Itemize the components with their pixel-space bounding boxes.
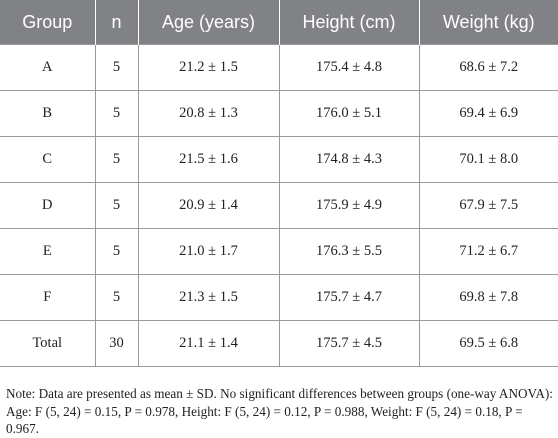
table-row: D 5 20.9 ± 1.4 175.9 ± 4.9 67.9 ± 7.5 — [0, 182, 558, 229]
cell-age: 21.1 ± 1.4 — [137, 320, 280, 367]
cell-age: 20.8 ± 1.3 — [137, 90, 280, 137]
cell-group: A — [0, 44, 96, 91]
cell-age: 21.0 ± 1.7 — [137, 228, 280, 275]
cell-group: Total — [0, 320, 96, 367]
cell-n: 5 — [94, 182, 139, 229]
cell-weight: 70.1 ± 8.0 — [418, 136, 558, 183]
cell-group: E — [0, 228, 96, 275]
cell-age: 21.3 ± 1.5 — [137, 274, 280, 321]
cell-height: 176.0 ± 5.1 — [278, 90, 420, 137]
cell-age: 21.2 ± 1.5 — [137, 44, 280, 91]
cell-n: 5 — [94, 90, 139, 137]
table-row: C 5 21.5 ± 1.6 174.8 ± 4.3 70.1 ± 8.0 — [0, 136, 558, 183]
cell-height: 175.7 ± 4.7 — [278, 274, 420, 321]
cell-height: 176.3 ± 5.5 — [278, 228, 420, 275]
cell-n: 30 — [94, 320, 139, 367]
header-n: n — [95, 0, 139, 45]
table-row: E 5 21.0 ± 1.7 176.3 ± 5.5 71.2 ± 6.7 — [0, 228, 558, 275]
header-weight: Weight (kg) — [419, 0, 558, 45]
cell-weight: 67.9 ± 7.5 — [418, 182, 558, 229]
table-row: B 5 20.8 ± 1.3 176.0 ± 5.1 69.4 ± 6.9 — [0, 90, 558, 137]
cell-age: 21.5 ± 1.6 — [137, 136, 280, 183]
cell-group: F — [0, 274, 96, 321]
cell-height: 174.8 ± 4.3 — [278, 136, 420, 183]
cell-group: C — [0, 136, 96, 183]
cell-weight: 69.4 ± 6.9 — [418, 90, 558, 137]
cell-group: B — [0, 90, 96, 137]
cell-height: 175.9 ± 4.9 — [278, 182, 420, 229]
cell-weight: 68.6 ± 7.2 — [418, 44, 558, 91]
header-age: Age (years) — [138, 0, 280, 45]
cell-height: 175.4 ± 4.8 — [278, 44, 420, 91]
cell-age: 20.9 ± 1.4 — [137, 182, 280, 229]
cell-group: D — [0, 182, 96, 229]
cell-n: 5 — [94, 136, 139, 183]
cell-n: 5 — [94, 44, 139, 91]
cell-weight: 69.5 ± 6.8 — [418, 320, 558, 367]
cell-weight: 69.8 ± 7.8 — [418, 274, 558, 321]
cell-n: 5 — [94, 274, 139, 321]
table-footnote: Note: Data are presented as mean ± SD. N… — [6, 386, 553, 436]
table-row: A 5 21.2 ± 1.5 175.4 ± 4.8 68.6 ± 7.2 — [0, 44, 558, 91]
header-height: Height (cm) — [279, 0, 420, 45]
cell-weight: 71.2 ± 6.7 — [418, 228, 558, 275]
header-row: Group n Age (years) Height (cm) Weight (… — [0, 0, 558, 45]
header-group: Group — [0, 0, 96, 45]
demographics-table: Group n Age (years) Height (cm) Weight (… — [0, 0, 558, 367]
cell-n: 5 — [94, 228, 139, 275]
table-row-total: Total 30 21.1 ± 1.4 175.7 ± 4.5 69.5 ± 6… — [0, 320, 558, 367]
table-row: F 5 21.3 ± 1.5 175.7 ± 4.7 69.8 ± 7.8 — [0, 274, 558, 321]
cell-height: 175.7 ± 4.5 — [278, 320, 420, 367]
